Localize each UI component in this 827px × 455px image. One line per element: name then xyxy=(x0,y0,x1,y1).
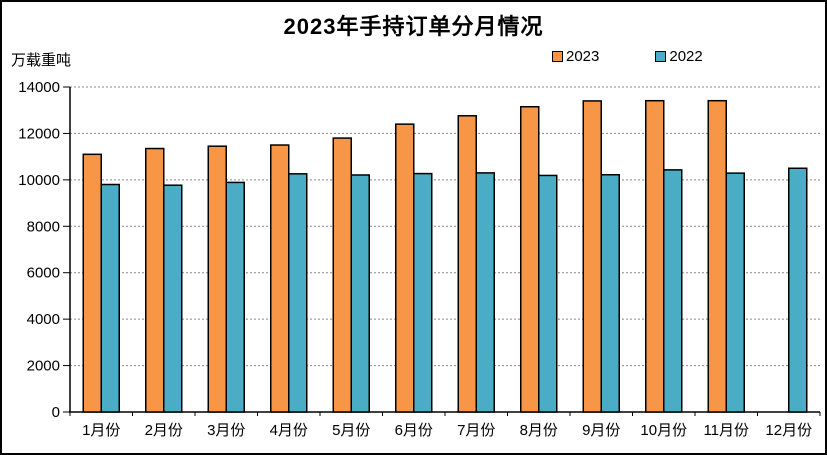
bar-2023-11月份 xyxy=(707,99,727,413)
legend-label-2023: 2023 xyxy=(566,48,600,65)
legend-label-2022: 2022 xyxy=(669,48,703,65)
x-label-8月份: 8月份 xyxy=(520,422,558,439)
bar-2022-3月份 xyxy=(225,181,245,413)
x-label-7月份: 7月份 xyxy=(457,422,495,439)
bar-2023-4月份 xyxy=(270,144,290,413)
legend-item-2022: 2022 xyxy=(655,48,703,65)
x-label-5月份: 5月份 xyxy=(332,422,370,439)
legend-swatch-2023-icon xyxy=(552,51,563,62)
x-label-9月份: 9月份 xyxy=(582,422,620,439)
bar-2023-8月份 xyxy=(520,105,540,413)
x-label-11月份: 11月份 xyxy=(703,422,749,439)
y-tick-label-8000: 8000 xyxy=(27,218,60,235)
x-label-3月份: 3月份 xyxy=(207,422,245,439)
y-tick-label-12000: 12000 xyxy=(18,125,60,142)
bar-2022-1月份 xyxy=(100,183,120,413)
bar-2022-4月份 xyxy=(288,173,308,413)
chart-title: 2023年手持订单分月情况 xyxy=(283,14,544,39)
bar-2023-9月份 xyxy=(582,100,602,413)
y-tick-label-2000: 2000 xyxy=(27,358,60,375)
bar-2022-11月份 xyxy=(725,172,745,413)
bar-2023-3月份 xyxy=(207,145,227,413)
x-label-2月份: 2月份 xyxy=(145,422,183,439)
y-tick-label-14000: 14000 xyxy=(18,79,60,96)
bar-2022-7月份 xyxy=(475,172,495,413)
bar-2023-7月份 xyxy=(457,115,477,413)
bar-2022-8月份 xyxy=(538,174,558,413)
x-label-1月份: 1月份 xyxy=(82,422,120,439)
y-axis-unit-label: 万载重吨 xyxy=(11,52,72,69)
bar-2023-10月份 xyxy=(645,99,665,413)
bar-2023-2月份 xyxy=(145,147,165,413)
bar-2022-6月份 xyxy=(413,172,433,413)
bar-2022-10月份 xyxy=(663,169,683,413)
bar-2023-5月份 xyxy=(332,137,352,413)
legend-swatch-2022-icon xyxy=(655,51,667,62)
x-label-4月份: 4月份 xyxy=(270,422,308,439)
x-label-12月份: 12月份 xyxy=(765,422,812,439)
y-tick-label-10000: 10000 xyxy=(18,172,60,189)
bar-2023-6月份 xyxy=(395,123,415,413)
y-tick-label-0: 0 xyxy=(52,404,60,421)
y-tick-label-4000: 4000 xyxy=(27,311,60,328)
bar-2022-9月份 xyxy=(600,174,620,413)
x-label-6月份: 6月份 xyxy=(395,422,433,439)
legend: 2023 2022 xyxy=(552,48,703,65)
bar-2022-12月份 xyxy=(788,167,808,413)
legend-item-2023: 2023 xyxy=(552,48,599,65)
bar-2023-1月份 xyxy=(82,153,102,413)
bar-2022-2月份 xyxy=(163,184,183,413)
x-label-10月份: 10月份 xyxy=(640,422,687,439)
bar-2022-5月份 xyxy=(350,174,370,413)
y-tick-label-6000: 6000 xyxy=(27,265,60,282)
